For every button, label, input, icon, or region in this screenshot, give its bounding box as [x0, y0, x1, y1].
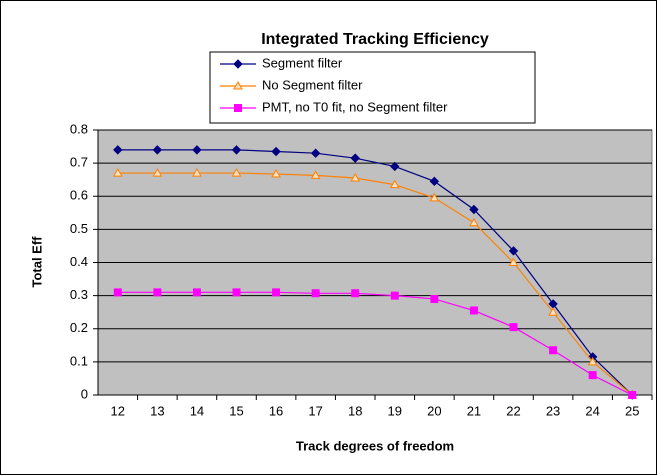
series-marker — [192, 145, 202, 155]
series-marker — [350, 153, 360, 163]
legend-label: Segment filter — [262, 55, 343, 70]
series-marker — [112, 168, 123, 177]
x-tick-label: 24 — [585, 403, 599, 418]
series-marker — [628, 391, 637, 399]
series-line — [117, 172, 633, 396]
series-marker — [113, 145, 123, 155]
series-marker — [231, 168, 242, 177]
series-marker — [469, 204, 479, 215]
x-tick-label: 20 — [427, 403, 441, 418]
series-marker — [469, 306, 478, 315]
x-tick-label: 14 — [190, 403, 204, 418]
x-tick-label: 17 — [308, 403, 322, 418]
x-tick-label: 25 — [625, 403, 639, 418]
y-tick-label: 0.6 — [70, 188, 88, 203]
series-line — [117, 291, 633, 396]
series-marker — [389, 179, 400, 189]
legend-marker — [233, 80, 243, 90]
series-marker — [113, 288, 122, 297]
chart-title: Integrated Tracking Efficiency — [261, 31, 489, 48]
legend-marker — [234, 104, 242, 112]
y-tick-label: 0.5 — [70, 221, 88, 236]
series-marker — [231, 145, 242, 155]
y-tick-label: 0.3 — [70, 287, 88, 302]
y-tick-label: 0.8 — [70, 121, 88, 136]
series-marker — [587, 356, 598, 366]
x-tick-label: 16 — [269, 403, 283, 418]
y-tick-label: 0 — [81, 386, 88, 401]
series-marker — [509, 323, 518, 332]
x-axis-label: Track degrees of freedom — [296, 438, 454, 453]
x-tick-label: 19 — [388, 403, 402, 418]
series-marker — [508, 257, 519, 266]
y-axis-label: Total Eff — [29, 236, 44, 288]
series-marker — [429, 176, 440, 187]
x-tick-label: 21 — [467, 403, 481, 418]
x-tick-label: 18 — [348, 403, 362, 418]
y-tick-label: 0.2 — [70, 320, 88, 335]
series-marker — [429, 192, 440, 202]
series-marker — [351, 289, 360, 298]
x-tick-label: 22 — [506, 403, 520, 418]
legend-marker — [233, 59, 243, 69]
series-marker — [548, 307, 558, 316]
series-marker — [430, 294, 439, 303]
series-marker — [390, 291, 399, 300]
series-marker — [310, 170, 321, 179]
series-marker — [153, 288, 162, 297]
series-marker — [588, 371, 597, 380]
series-marker — [152, 145, 163, 155]
series-marker — [192, 168, 202, 177]
x-tick-label: 12 — [111, 403, 125, 418]
series-marker — [350, 173, 361, 182]
x-tick-label: 23 — [546, 403, 560, 418]
legend — [209, 51, 536, 124]
x-tick-label: 13 — [150, 403, 164, 418]
y-tick-label: 0.4 — [70, 254, 88, 269]
y-tick-label: 0.1 — [70, 353, 88, 368]
series-marker — [508, 246, 519, 256]
series-line — [117, 149, 633, 396]
series-marker — [311, 289, 320, 298]
series-marker — [271, 169, 281, 178]
legend-label: No Segment filter — [262, 77, 363, 92]
series-marker — [271, 146, 281, 157]
series-marker — [469, 217, 479, 227]
series-marker — [232, 288, 241, 297]
y-tick-label: 0.7 — [70, 155, 88, 170]
series-marker — [310, 148, 321, 158]
series-marker — [192, 288, 201, 297]
series-marker — [272, 288, 281, 297]
x-tick-label: 15 — [229, 403, 243, 418]
legend-label: PMT, no T0 fit, no Segment filter — [262, 99, 448, 114]
series-marker — [152, 168, 163, 177]
series-marker — [549, 346, 558, 355]
series-marker — [390, 161, 400, 172]
